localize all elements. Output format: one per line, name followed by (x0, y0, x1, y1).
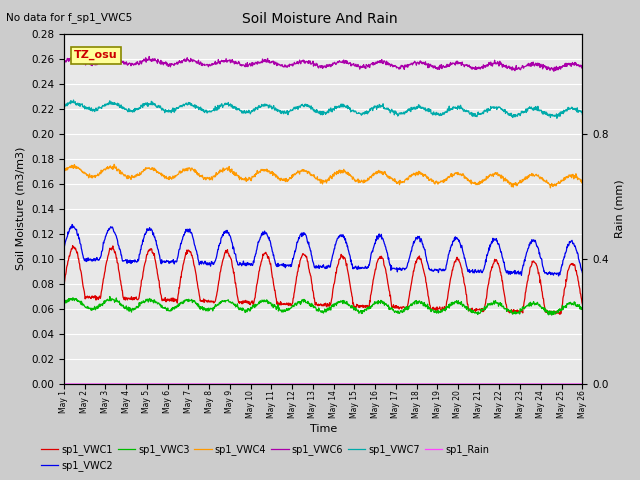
Line: sp1_VWC3: sp1_VWC3 (64, 297, 582, 315)
sp1_VWC3 (333, 300, 340, 306)
sp1_Rain (343, 381, 351, 387)
sp1_VWC2 (333, 238, 340, 243)
sp1_VWC3 (106, 294, 114, 300)
sp1_VWC4 (129, 174, 137, 180)
sp1_VWC6 (129, 61, 136, 67)
sp1_VWC1 (333, 264, 340, 270)
sp1_VWC4 (110, 161, 118, 167)
sp1_VWC4 (579, 178, 586, 183)
sp1_VWC4 (148, 165, 156, 171)
sp1_Rain (147, 381, 155, 387)
sp1_VWC6 (344, 60, 351, 66)
Text: Soil Moisture And Rain: Soil Moisture And Rain (242, 12, 398, 26)
sp1_VWC6 (145, 54, 153, 60)
Line: sp1_VWC1: sp1_VWC1 (64, 246, 582, 314)
sp1_VWC3 (60, 301, 68, 307)
Line: sp1_VWC2: sp1_VWC2 (64, 225, 582, 276)
Line: sp1_VWC4: sp1_VWC4 (64, 164, 582, 188)
sp1_VWC6 (60, 58, 68, 63)
sp1_VWC6 (285, 64, 293, 70)
sp1_VWC6 (579, 65, 586, 71)
Y-axis label: Rain (mm): Rain (mm) (614, 180, 624, 238)
sp1_VWC3 (285, 306, 293, 312)
Legend: sp1_VWC1, sp1_VWC2, sp1_VWC3, sp1_VWC4, sp1_VWC6, sp1_VWC7, sp1_Rain: sp1_VWC1, sp1_VWC2, sp1_VWC3, sp1_VWC4, … (37, 441, 493, 475)
Line: sp1_VWC7: sp1_VWC7 (64, 100, 582, 118)
sp1_VWC2 (129, 258, 137, 264)
sp1_VWC3 (579, 307, 586, 312)
sp1_VWC2 (344, 243, 351, 249)
sp1_VWC4 (285, 176, 293, 182)
sp1_VWC2 (579, 270, 586, 276)
Y-axis label: Soil Moisture (m3/m3): Soil Moisture (m3/m3) (15, 147, 26, 271)
sp1_VWC7 (285, 108, 293, 114)
sp1_VWC1 (148, 246, 156, 252)
sp1_VWC7 (70, 97, 77, 103)
Text: No data for f_sp1_VWC5: No data for f_sp1_VWC5 (6, 12, 132, 23)
sp1_VWC6 (236, 60, 243, 66)
sp1_VWC7 (129, 108, 137, 113)
sp1_Rain (129, 381, 136, 387)
sp1_VWC4 (344, 171, 351, 177)
sp1_VWC1 (60, 281, 68, 287)
sp1_VWC7 (236, 106, 243, 111)
sp1_VWC1 (236, 299, 243, 304)
sp1_VWC1 (129, 297, 137, 302)
sp1_VWC2 (555, 273, 563, 279)
sp1_VWC3 (236, 307, 243, 312)
sp1_VWC3 (344, 301, 351, 307)
sp1_VWC6 (148, 57, 156, 63)
sp1_VWC4 (333, 168, 340, 174)
sp1_VWC3 (129, 307, 137, 313)
sp1_VWC7 (333, 104, 340, 109)
sp1_VWC7 (553, 115, 561, 121)
Text: TZ_osu: TZ_osu (74, 50, 118, 60)
sp1_VWC6 (550, 68, 557, 74)
Line: sp1_VWC6: sp1_VWC6 (64, 57, 582, 71)
sp1_VWC1 (344, 267, 351, 273)
sp1_VWC4 (236, 173, 243, 179)
sp1_VWC2 (148, 227, 156, 233)
sp1_VWC4 (60, 169, 68, 175)
sp1_Rain (60, 381, 68, 387)
sp1_VWC2 (236, 262, 243, 268)
sp1_VWC2 (285, 263, 293, 269)
sp1_Rain (333, 381, 340, 387)
sp1_VWC7 (344, 106, 351, 111)
sp1_VWC2 (60, 245, 68, 251)
sp1_VWC7 (60, 104, 68, 110)
sp1_Rain (285, 381, 292, 387)
sp1_VWC1 (579, 301, 586, 307)
sp1_VWC1 (556, 312, 564, 317)
sp1_Rain (579, 381, 586, 387)
sp1_VWC2 (68, 222, 76, 228)
sp1_VWC3 (548, 312, 556, 318)
sp1_VWC6 (333, 60, 340, 66)
sp1_VWC7 (148, 99, 156, 105)
sp1_VWC7 (579, 111, 586, 117)
sp1_VWC3 (148, 298, 156, 304)
sp1_VWC1 (69, 243, 77, 249)
sp1_VWC4 (547, 185, 554, 191)
sp1_Rain (235, 381, 243, 387)
sp1_VWC1 (285, 300, 293, 306)
X-axis label: Time: Time (310, 424, 337, 434)
